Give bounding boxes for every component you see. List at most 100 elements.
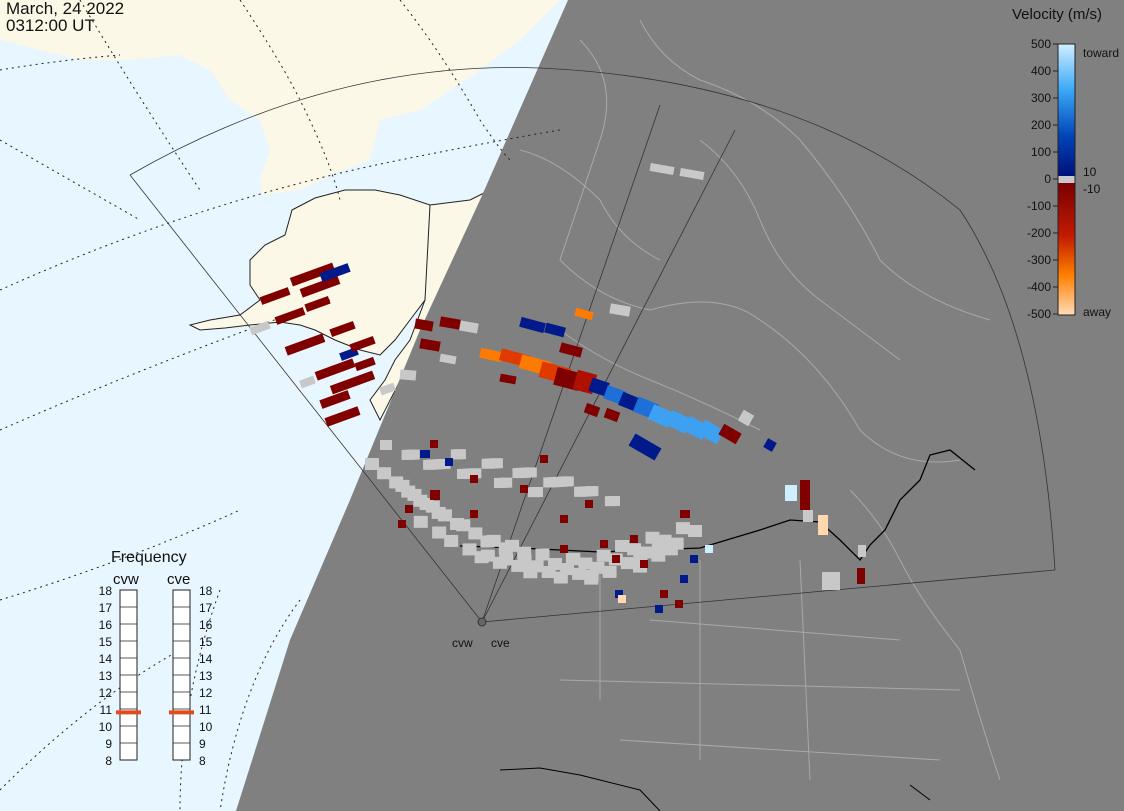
velocity-cell bbox=[583, 402, 601, 418]
velocity-cell bbox=[680, 575, 688, 583]
velocity-cell bbox=[524, 467, 537, 478]
velocity-cell bbox=[349, 335, 376, 353]
velocity-cell bbox=[405, 505, 413, 513]
velocity-cell bbox=[535, 548, 550, 561]
velocity-cell bbox=[445, 458, 453, 466]
velocity-cell bbox=[462, 543, 477, 556]
velocity-cell bbox=[566, 553, 581, 566]
velocity-cell bbox=[432, 526, 447, 539]
velocity-cell bbox=[469, 468, 482, 479]
velocity-cell bbox=[737, 409, 755, 427]
velocity-cell bbox=[640, 560, 648, 568]
velocity-legend: 500 400 300 200 100 0 -100 -200 -300 -400 -500 tow… bbox=[1027, 37, 1119, 321]
velocity-cell bbox=[520, 485, 528, 493]
velocity-cell bbox=[377, 467, 392, 480]
freq-scale-label: 8 bbox=[199, 754, 206, 768]
velocity-cell bbox=[486, 534, 501, 547]
velocity-cell bbox=[602, 565, 617, 578]
legend-tick-label: -100 bbox=[1027, 199, 1051, 213]
velocity-cell bbox=[763, 438, 777, 452]
velocity-cell bbox=[531, 487, 543, 497]
legend-away-label: away bbox=[1083, 305, 1111, 319]
velocity-cell bbox=[630, 535, 638, 543]
velocity-cell bbox=[470, 510, 478, 518]
radar-sites: cvw cve bbox=[452, 617, 510, 650]
velocity-cell bbox=[438, 458, 451, 469]
velocity-cell bbox=[585, 500, 593, 508]
freq-scale-label: 13 bbox=[99, 669, 113, 683]
date-label: March, 24 2022 bbox=[6, 0, 125, 18]
velocity-cell bbox=[517, 554, 532, 567]
velocity-cell bbox=[803, 510, 813, 522]
velocity-cell bbox=[430, 490, 440, 500]
velocity-cell bbox=[399, 369, 417, 381]
velocity-cell bbox=[480, 549, 495, 562]
velocity-cell bbox=[414, 318, 434, 332]
legend-tick-label: -400 bbox=[1027, 280, 1051, 294]
velocity-cell bbox=[560, 563, 575, 576]
velocity-cell bbox=[785, 485, 797, 501]
velocity-cell bbox=[651, 549, 666, 562]
freq-columns: 18 18 17 17 16 16 15 15 14 14 13 13 12 12 11 11 10 10 9 9 8 8 bbox=[99, 584, 213, 768]
velocity-cell bbox=[663, 543, 678, 556]
timestamp: March, 24 2022 0312:00 UT bbox=[6, 0, 124, 34]
freq-scale-label: 10 bbox=[199, 720, 213, 734]
coastline-east bbox=[499, 767, 931, 811]
velocity-cell bbox=[718, 423, 742, 445]
velocity-cell bbox=[289, 262, 336, 287]
velocity-cell bbox=[612, 555, 620, 563]
velocity-cell bbox=[365, 458, 379, 470]
velocity-cell bbox=[500, 477, 513, 488]
velocity-cell bbox=[413, 515, 428, 528]
velocity-cell bbox=[499, 553, 514, 566]
velocity-cell bbox=[274, 307, 306, 325]
velocity-cell bbox=[609, 303, 631, 317]
radar-label-cvw: cvw bbox=[452, 636, 473, 650]
velocity-cell bbox=[822, 572, 840, 590]
velocity-cell bbox=[627, 543, 642, 556]
freq-scale-label: 14 bbox=[199, 652, 213, 666]
freq-scale-label: 16 bbox=[199, 618, 213, 632]
velocity-cell bbox=[354, 356, 376, 372]
velocity-cell bbox=[584, 569, 599, 582]
legend-toward-bar bbox=[1058, 44, 1075, 176]
velocity-cell bbox=[559, 342, 583, 358]
freq-scale-label: 9 bbox=[199, 737, 206, 751]
freq-scale-label: 11 bbox=[199, 703, 212, 717]
velocity-cell bbox=[690, 555, 698, 563]
legend-tick-label: 300 bbox=[1031, 91, 1051, 105]
velocity-cell bbox=[857, 568, 865, 584]
velocity-cell bbox=[453, 449, 466, 460]
freq-scale-label: 18 bbox=[99, 584, 113, 598]
velocity-cell bbox=[314, 358, 356, 381]
velocity-cell bbox=[529, 560, 544, 573]
velocity-cell bbox=[572, 567, 587, 580]
velocity-cell bbox=[649, 162, 675, 176]
legend-ticks: 500 400 300 200 100 0 -100 -200 -300 -400 -500 bbox=[1027, 37, 1058, 321]
velocity-cell bbox=[505, 539, 520, 552]
legend-title: Velocity (m/s) bbox=[1012, 6, 1103, 23]
velocity-cell bbox=[329, 370, 376, 395]
legend-tick-label: -500 bbox=[1027, 307, 1051, 321]
velocity-cell bbox=[578, 557, 593, 570]
velocity-cell bbox=[858, 545, 866, 557]
velocity-cell bbox=[299, 275, 341, 298]
freq-scale-label: 13 bbox=[199, 669, 213, 683]
velocity-cell bbox=[479, 347, 503, 363]
siberia-land bbox=[0, 0, 560, 195]
velocity-cell bbox=[380, 440, 392, 450]
legend-away-bar bbox=[1058, 183, 1075, 315]
velocity-cell bbox=[547, 558, 562, 571]
velocity-cell bbox=[459, 320, 479, 334]
velocity-cell bbox=[540, 455, 548, 463]
velocity-cells bbox=[249, 162, 866, 613]
velocity-cell bbox=[329, 320, 356, 338]
freq-scale-label: 8 bbox=[105, 754, 112, 768]
freq-scale-label: 12 bbox=[99, 686, 113, 700]
freq-radar-label-cve: cve bbox=[167, 571, 190, 588]
velocity-cell bbox=[439, 353, 457, 365]
legend-tick-label: 0 bbox=[1044, 172, 1051, 186]
velocity-cell bbox=[618, 595, 626, 603]
velocity-cell bbox=[608, 496, 620, 506]
